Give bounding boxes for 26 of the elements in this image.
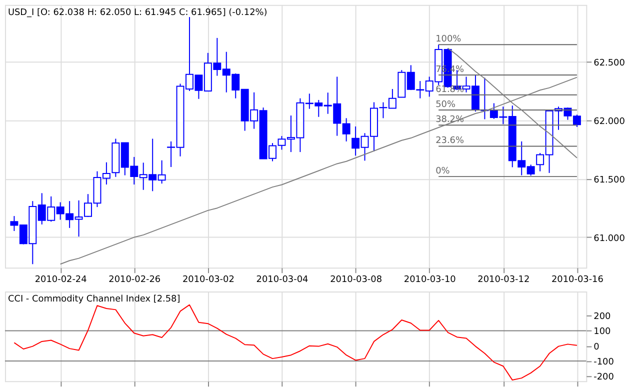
y-tick-label: 61.000: [594, 234, 625, 244]
x-tick-label: 2010-03-02: [182, 275, 234, 286]
candlestick: [342, 118, 350, 142]
series-label: 100%: [436, 34, 462, 45]
series-label: 61.8%: [436, 84, 464, 95]
x-tick-label: 2010-03-04: [256, 275, 309, 286]
series-label: 0%: [436, 166, 450, 177]
y-tick-label: 62.500: [594, 58, 625, 69]
y-tick-label: 61.500: [594, 175, 625, 186]
y-tick-label: 0: [594, 342, 600, 352]
x-tick-label: 2010-02-26: [108, 275, 161, 286]
x-tick-label: 2010-03-16: [551, 275, 604, 286]
x-tick-label: 2010-03-12: [478, 275, 530, 286]
y-tick-label: -200: [594, 372, 614, 383]
chart-title: CCI - Commodity Channel Index [2.58]: [8, 294, 180, 304]
series-label: 50%: [436, 100, 456, 110]
chart-title: USD_I [O: 62.038 H: 62.050 L: 61.945 C: 61.965] (-0.12%): [8, 8, 268, 18]
y-tick-label: 100: [594, 327, 612, 338]
x-tick-label: 2010-03-08: [330, 275, 382, 286]
y-tick-label: -100: [594, 357, 614, 368]
x-tick-label: 2010-02-24: [34, 275, 88, 286]
y-tick-label: 62.000: [594, 116, 625, 127]
x-tick-label: 2010-03-10: [404, 275, 456, 286]
series-label: 23.6%: [436, 136, 464, 146]
y-tick-label: 200: [594, 312, 612, 322]
line-series: [14, 304, 578, 381]
